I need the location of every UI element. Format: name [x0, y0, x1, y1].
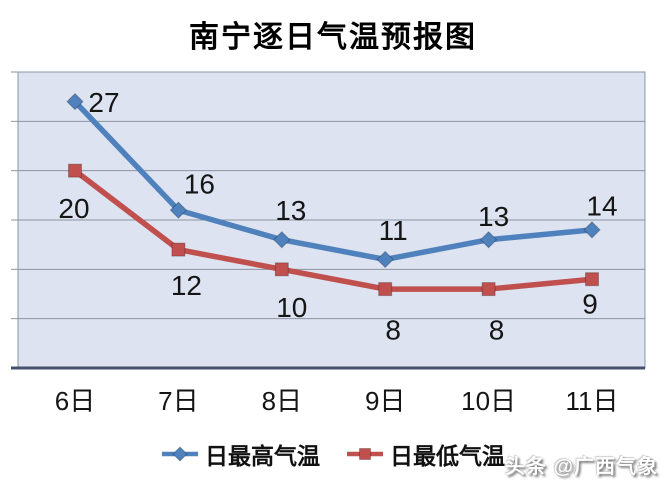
data-point-marker [479, 231, 498, 249]
data-label: 8 [385, 315, 401, 346]
series-line-diamond [72, 98, 595, 263]
legend-item: 日最低气温 [346, 437, 505, 471]
data-label: 13 [478, 201, 509, 232]
chart-title: 南宁逐日气温预报图 [189, 21, 477, 54]
legend-marker [359, 448, 371, 460]
legend-marker [172, 446, 188, 462]
data-label: 14 [586, 190, 617, 221]
watermark: 头条 @广西气象 [504, 456, 658, 478]
data-point-marker [583, 221, 601, 239]
data-point-marker [376, 250, 394, 269]
data-label: 12 [171, 270, 202, 301]
legend-swatch-diamond-icon [162, 446, 198, 462]
legend-label: 日最低气温 [390, 444, 505, 469]
legend: 日最高气温 日最低气温 [0, 437, 666, 471]
legend-swatch-square-icon [347, 448, 383, 460]
x-axis-label: 10日 [461, 386, 516, 416]
data-label: 27 [88, 87, 119, 118]
data-point-marker [274, 262, 289, 277]
x-axis-label: 8日 [262, 386, 302, 416]
x-axis-label: 11日 [566, 386, 619, 416]
data-label: 16 [184, 169, 215, 200]
x-axis-label: 7日 [158, 386, 198, 416]
data-point-marker [66, 92, 84, 111]
x-axis-label: 6日 [55, 386, 95, 416]
data-label: 9 [582, 289, 598, 320]
data-point-marker [171, 242, 186, 257]
data-point-marker [378, 282, 393, 297]
data-label: 11 [379, 215, 408, 246]
data-label: 10 [276, 292, 307, 323]
legend-item: 日最高气温 [161, 437, 320, 471]
plot-area: 27 16 13 11 13 14 20 12 10 8 8 9 6日 7日 8日 9日 10日 11日 [11, 71, 646, 416]
x-axis-label: 9日 [365, 386, 405, 416]
data-label: 8 [489, 315, 505, 346]
legend-label: 日最高气温 [205, 444, 320, 469]
data-point-marker [68, 163, 82, 178]
data-label: 13 [275, 195, 306, 226]
data-point-marker [481, 282, 496, 297]
data-point-marker [585, 272, 599, 287]
series-line-square [72, 167, 595, 292]
data-point-marker [169, 201, 188, 219]
data-point-marker [273, 231, 291, 249]
data-label: 20 [58, 193, 89, 224]
